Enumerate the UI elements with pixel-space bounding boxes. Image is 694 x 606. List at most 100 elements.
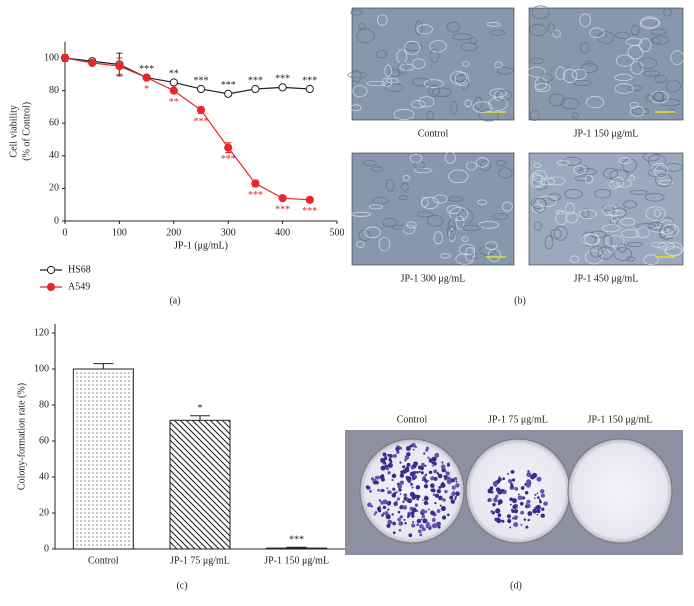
error-bar [93, 363, 114, 369]
cell [452, 74, 471, 82]
cell [585, 60, 594, 67]
cell [427, 215, 444, 227]
colony [431, 488, 436, 493]
colony [378, 499, 382, 502]
cell [489, 29, 506, 36]
cell [478, 220, 500, 229]
y-axis-label: Colony-formation rate (%) [16, 383, 27, 490]
cell [608, 180, 620, 189]
data-point [224, 89, 233, 98]
significance-label: *** [275, 74, 290, 85]
colony [365, 485, 370, 489]
cell [650, 37, 662, 44]
cell [421, 196, 439, 210]
cell [370, 166, 384, 172]
cell [411, 100, 426, 109]
cell [496, 90, 513, 101]
cell [393, 108, 415, 121]
colony [411, 523, 416, 528]
colony [525, 525, 529, 529]
cell [589, 27, 605, 39]
y-tick-label: 120 [34, 327, 49, 338]
cell [448, 196, 464, 202]
cell [547, 23, 556, 33]
colony [389, 454, 393, 458]
cell [493, 91, 503, 101]
colony [367, 502, 372, 507]
colony [502, 490, 505, 493]
cell [531, 174, 546, 188]
cell [485, 241, 498, 250]
cell [556, 160, 570, 166]
cell [605, 235, 625, 247]
cell [489, 88, 508, 98]
colony [437, 473, 443, 479]
cell [486, 21, 501, 27]
y-tick-label: 40 [39, 471, 49, 482]
colony [417, 529, 422, 534]
colony [397, 517, 401, 522]
colony [455, 480, 458, 483]
cell [475, 157, 489, 168]
colony [540, 513, 545, 518]
cell [654, 91, 665, 102]
colony [404, 522, 407, 525]
colony [526, 472, 532, 478]
cell [608, 210, 625, 216]
cell [582, 207, 590, 219]
colony [402, 469, 407, 474]
colony [446, 476, 452, 482]
x-tick-label: 300 [221, 227, 236, 238]
cell [414, 20, 423, 36]
colony [443, 474, 448, 480]
colony [392, 487, 396, 491]
cell [384, 64, 392, 77]
cell [497, 67, 514, 75]
cell [479, 160, 491, 172]
colony [412, 448, 415, 451]
x-tick-label: 100 [112, 227, 127, 238]
cell [630, 105, 645, 117]
colony [425, 446, 430, 450]
cell [461, 236, 469, 243]
colony [524, 491, 529, 495]
colony [525, 502, 528, 505]
colony [399, 461, 402, 464]
cell [464, 247, 475, 262]
cell [495, 159, 506, 167]
cell [602, 234, 613, 249]
colony [440, 506, 446, 512]
colony [455, 491, 460, 497]
colony [536, 509, 541, 514]
colony [537, 496, 540, 500]
colony [449, 495, 454, 500]
cell [398, 195, 409, 201]
cell [581, 233, 600, 246]
significance-label: ** [169, 69, 179, 80]
cell [529, 173, 543, 188]
cell [529, 109, 540, 121]
colony [445, 471, 450, 476]
cell [400, 182, 409, 192]
cell [660, 98, 681, 107]
cell [492, 212, 509, 220]
colony [375, 480, 379, 485]
colony [380, 465, 386, 471]
colony [392, 453, 397, 458]
cell [362, 160, 377, 167]
cell [385, 179, 395, 192]
cell [409, 153, 423, 163]
colony [492, 502, 496, 507]
colony [543, 501, 548, 506]
data-point [305, 195, 314, 204]
cell [574, 175, 591, 182]
data-point [278, 83, 287, 92]
colony [422, 499, 424, 501]
colony [407, 513, 411, 517]
colony [411, 486, 414, 489]
colony [399, 473, 405, 478]
cell [347, 71, 368, 79]
colony [416, 518, 422, 524]
colony [425, 523, 430, 528]
